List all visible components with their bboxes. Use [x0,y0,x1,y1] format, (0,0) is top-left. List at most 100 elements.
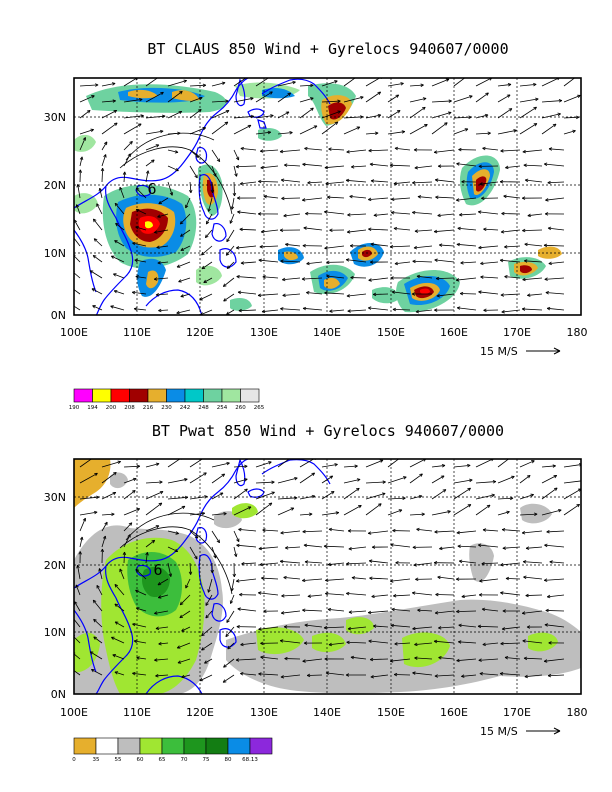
wind-vector [89,651,103,660]
wind-vector [415,309,433,313]
wind-vector-head [198,96,203,101]
wind-vector-head [533,123,538,127]
wind-vector-head [304,623,308,628]
wind-vector-head [226,265,231,269]
wind-vector [136,657,147,660]
wind-vector-head [330,491,335,495]
wind-vector [459,560,477,564]
wind-vector-head [155,462,160,466]
wind-vector-head [483,308,487,313]
wind-vector-head [325,591,329,596]
wind-vector-head [155,673,159,678]
wind-vector-head [194,174,198,179]
wind-vector-head [280,611,285,615]
wind-vector-head [337,99,341,103]
wind-vector-head [350,655,355,660]
wind-vector [201,642,213,651]
colorbar-swatch [117,737,141,755]
wind-vector-head [372,292,377,297]
wind-vector [92,599,103,612]
wind-vector [541,487,558,500]
wind-vector [346,149,367,153]
wind-vector-head [180,247,185,251]
wind-vector-head [203,472,207,476]
wind-vector-head [544,623,549,627]
wind-vector [453,504,472,516]
wind-vector [436,293,455,297]
wind-vector [115,223,125,231]
wind-vector [431,122,448,135]
colorbar-swatch [184,388,204,403]
wind-vector-head [412,259,416,264]
wind-vector-head [270,114,274,118]
wind-vector [346,293,367,297]
wind-vector [114,603,125,612]
wind-vector [545,610,565,612]
wind-vector-head [132,241,136,246]
wind-vector-head [267,130,272,135]
wind-vector [343,478,361,484]
wind-vector-head [201,647,205,651]
wind-vector-head [548,641,552,645]
wind-vector [167,496,188,500]
wind-vector-head [422,97,427,101]
wind-vector [346,593,367,596]
wind-vector-head [223,298,227,302]
wind-vector [181,674,191,678]
wind-vector [321,121,339,135]
colorbar-pwat: 0 35 55 60 65 70 75 80 68.13 [72,737,273,763]
wind-vector [233,506,252,516]
wind-vector [199,674,213,682]
wind-vector-head [157,581,162,586]
colorbar-swatch [95,737,119,755]
wind-vector-head [416,527,420,532]
wind-vector [280,260,301,263]
wind-vector [225,245,235,256]
wind-vector-head [461,594,465,599]
wind-vector-head [441,464,446,468]
wind-vector-head [347,626,352,631]
wind-vector-head [92,218,97,223]
wind-vector-head [223,512,227,516]
wind-vector-head [422,106,426,111]
wind-vector-head [464,128,469,132]
wind-vector-head [234,173,238,177]
wind-vector [503,195,521,199]
wind-vector-head [483,227,487,232]
wind-vector-head [504,655,509,660]
wind-vector-head [233,553,238,557]
wind-vector [387,476,407,484]
wind-vector [93,238,103,247]
wind-vector-head [372,624,377,628]
wind-vector [390,578,411,582]
wind-vector-head [237,210,241,214]
panel-claus: BT CLAUS 850 Wind + Gyrelocs 940607/0000 [44,40,588,411]
wind-vector-head [368,227,372,231]
wind-vector-head [418,494,423,499]
wind-vector [189,530,199,539]
wind-vector-head [91,95,95,99]
wind-vector [391,608,411,612]
wind-vector [500,642,521,645]
wind-vector-head [457,544,461,548]
wind-vector-head [157,261,161,265]
wind-vector-head [114,202,119,207]
wind-vector-head [181,628,185,632]
wind-vector [461,674,477,677]
wind-vector-head [438,656,442,660]
wind-vector [79,496,100,500]
wind-vector [547,307,565,311]
colorbar-swatch [129,388,149,403]
wind-vector [299,97,314,103]
wind-vector-head [201,265,206,270]
wind-vector [231,578,235,592]
wind-vector [79,110,91,119]
wind-vector-head [334,463,338,467]
wind-vector-head [509,496,514,501]
wind-vector [180,293,191,297]
wind-vector [233,488,248,500]
wind-vector [233,124,252,135]
wind-vector-head [157,214,161,218]
gyre-outline [119,132,233,215]
wind-vector-head [69,667,72,670]
